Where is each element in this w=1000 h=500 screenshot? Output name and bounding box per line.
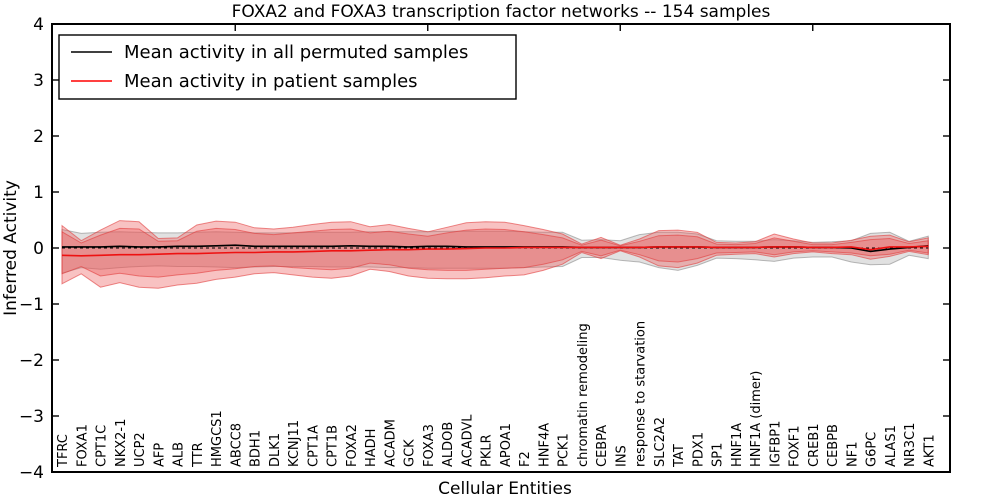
x-category-label: FOXF1: [788, 425, 803, 467]
legend: Mean activity in all permuted samples Me…: [58, 34, 517, 100]
y-tick-label: −4: [19, 463, 44, 483]
x-category-label: ALB: [172, 442, 187, 467]
x-category-label: ACADVL: [460, 414, 475, 467]
y-tick-label: −2: [19, 351, 44, 371]
x-category-label: KCNJ11: [287, 420, 302, 467]
x-category-label: BDH1: [249, 430, 264, 467]
y-tick-label: 3: [33, 71, 44, 91]
x-category-label: CPT1B: [326, 425, 341, 467]
x-category-label: F2: [518, 451, 533, 467]
x-category-label: APOA1: [499, 423, 514, 467]
plot-frame: [51, 23, 951, 473]
x-category-label: response to starvation: [634, 321, 649, 467]
y-tick-label: 4: [33, 15, 44, 35]
x-category-label: ABCC8: [229, 423, 244, 467]
x-category-label: CEBPA: [595, 425, 610, 467]
x-category-label: DLK1: [268, 433, 283, 467]
legend-box: [58, 34, 517, 100]
x-category-label: UCP2: [133, 432, 148, 467]
legend-label-patient: Mean activity in patient samples: [124, 71, 418, 92]
y-tick-label: −1: [19, 295, 44, 315]
x-category-label: SLC2A2: [653, 417, 668, 467]
x-category-label: FOXA3: [422, 424, 437, 467]
y-axis-label: Inferred Activity: [1, 180, 21, 316]
x-category-label: HADH: [364, 429, 379, 467]
x-axis-label: Cellular Entities: [438, 479, 572, 499]
x-category-label: PCK1: [557, 433, 572, 467]
legend-label-permuted: Mean activity in all permuted samples: [124, 42, 468, 63]
x-category-label: ALDOB: [441, 422, 456, 467]
x-category-label: AFP: [152, 443, 167, 467]
x-category-label: SP1: [711, 443, 726, 467]
x-category-label: NR3C1: [903, 423, 918, 467]
y-tick-label: 0: [33, 239, 44, 259]
x-category-label: FOXA2: [345, 424, 360, 467]
x-category-label: FOXA1: [75, 424, 90, 467]
x-category-label: G6PC: [865, 432, 880, 467]
patient-mean-line: [61, 245, 929, 257]
chart-title: FOXA2 and FOXA3 transcription factor net…: [232, 2, 771, 22]
x-category-label: CPT1A: [306, 425, 321, 467]
x-category-label: AKT1: [922, 434, 937, 467]
y-tick-label: 2: [33, 127, 44, 147]
x-category-label: INS: [614, 445, 629, 467]
x-category-label: TFRC: [56, 434, 71, 468]
x-category-label: chromatin remodeling: [576, 323, 591, 467]
plot-area: 4 3 2 1 0 −1 −2 −3 −4 TFRC FOXA1 CPT1C NKX2-1 UCP2 AFP…: [19, 15, 950, 483]
x-category-label: CEBPB: [826, 424, 841, 467]
patient-outer-band: [61, 220, 929, 289]
x-category-label: TAT: [672, 444, 687, 468]
y-tick-label: −3: [19, 407, 44, 427]
x-category-label: NF1: [845, 442, 860, 467]
x-category-label: HNF4A: [537, 423, 552, 467]
x-category-label: ALAS1: [884, 425, 899, 467]
patient-inner-band: [61, 227, 929, 278]
x-category-label: HNF1A (dimer): [749, 371, 764, 467]
x-category-label: PDX1: [691, 432, 706, 467]
x-category-label: HMGCS1: [210, 410, 225, 467]
y-tick-label: 1: [33, 183, 44, 203]
x-category-label: CREB1: [807, 423, 822, 467]
x-category-label: TTR: [191, 442, 206, 468]
x-category-label: IGFBP1: [768, 421, 783, 467]
x-category-label: CPT1C: [95, 425, 110, 467]
x-category-label: HNF1A: [730, 423, 745, 467]
x-category-label: PKLR: [480, 434, 495, 467]
x-category-label: NKX2-1: [114, 419, 129, 467]
x-category-label: GCK: [403, 439, 418, 467]
x-category-label: ACADM: [383, 419, 398, 467]
